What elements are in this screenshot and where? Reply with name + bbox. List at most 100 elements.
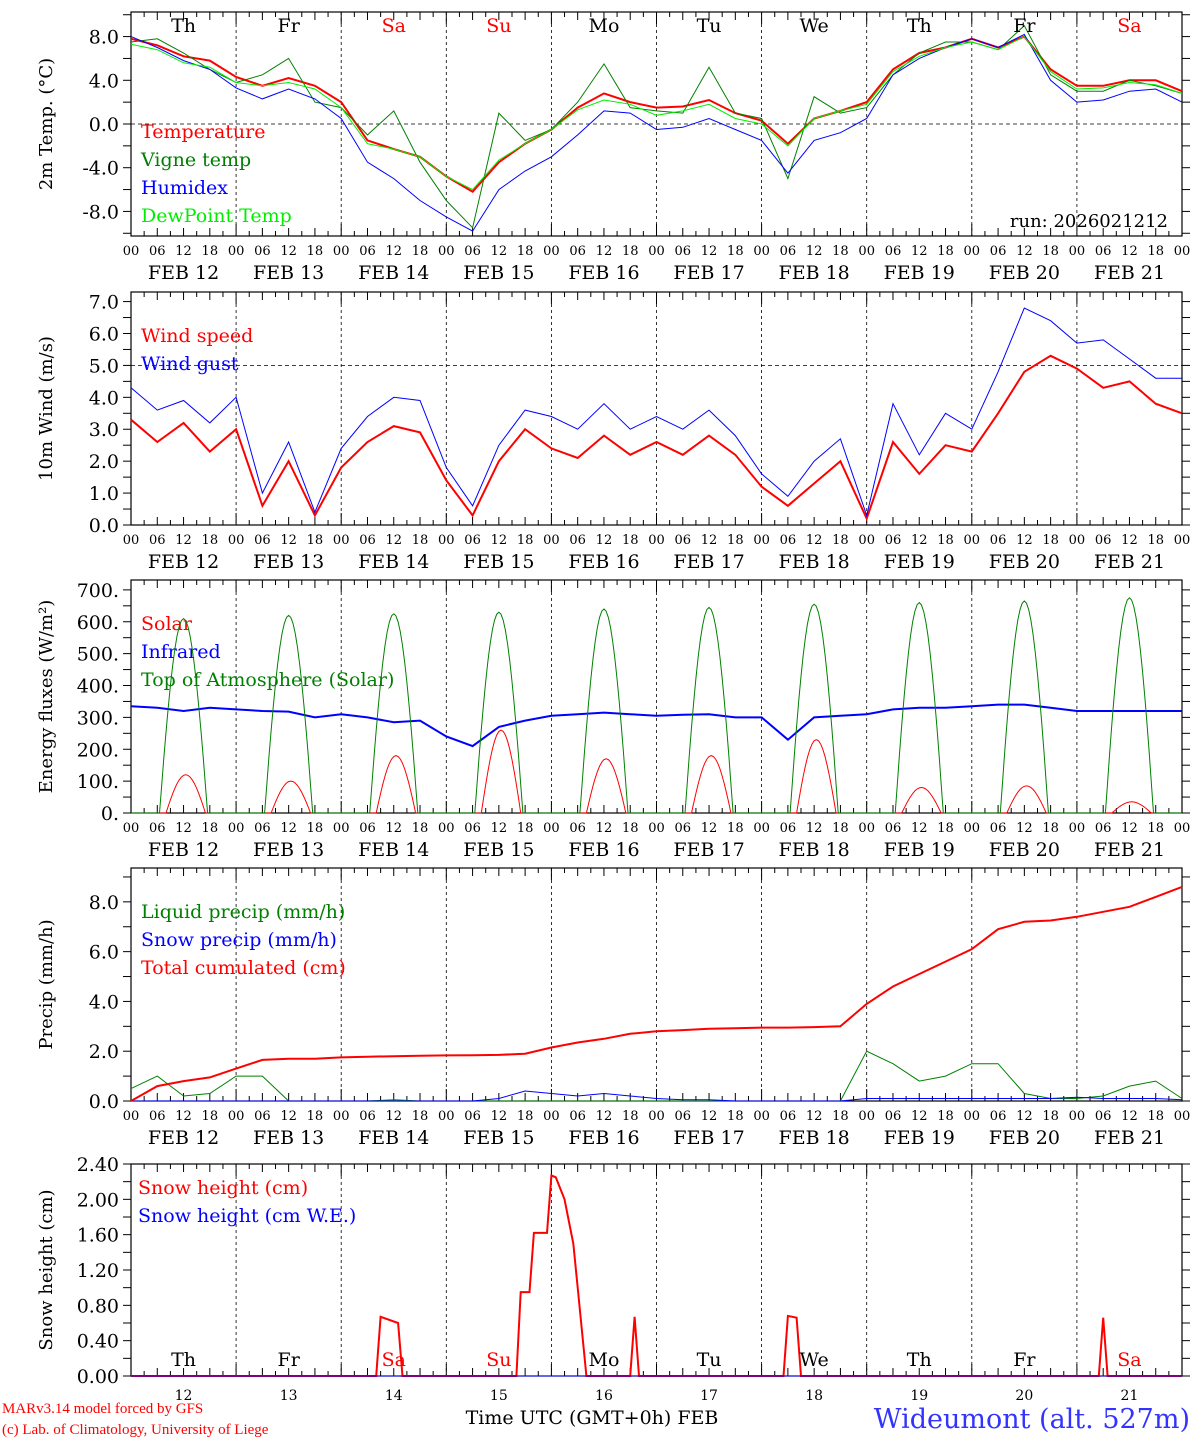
y-tick-label: 7.0 bbox=[89, 292, 119, 314]
x-tick-label: 18 bbox=[1147, 533, 1164, 548]
x-date-label: FEB 16 bbox=[568, 551, 639, 573]
x-tick-label: 00 bbox=[964, 533, 981, 548]
x-tick-label: 00 bbox=[1174, 244, 1191, 259]
x-tick-label: 12 bbox=[1016, 533, 1033, 548]
x-tick-label: 06 bbox=[569, 244, 586, 259]
x-tick-label: 00 bbox=[1069, 533, 1086, 548]
x-tick-label: 12 bbox=[175, 821, 192, 836]
y-tick-label: 0.0 bbox=[89, 114, 119, 136]
x-date-label: FEB 15 bbox=[463, 1127, 534, 1149]
x-tick-label: 18 bbox=[832, 244, 849, 259]
x-tick-label: 18 bbox=[937, 1109, 954, 1124]
series-line-infrared bbox=[130, 703, 1182, 748]
x-tick-label: 00 bbox=[648, 244, 665, 259]
day-name-label: Mo bbox=[588, 15, 619, 37]
x-tick-label: 06 bbox=[780, 1109, 797, 1124]
day-name-label: Tu bbox=[697, 1349, 722, 1371]
x-tick-label: 06 bbox=[254, 533, 271, 548]
x-day-number: 12 bbox=[175, 1388, 193, 1404]
x-tick-label: 06 bbox=[990, 244, 1007, 259]
x-tick-label: 00 bbox=[1174, 821, 1191, 836]
x-date-label: FEB 15 bbox=[463, 551, 534, 573]
x-tick-label: 12 bbox=[911, 821, 928, 836]
x-date-label: FEB 21 bbox=[1094, 262, 1165, 284]
x-tick-label: 00 bbox=[543, 533, 560, 548]
x-tick-label: 18 bbox=[1042, 533, 1059, 548]
x-date-label: FEB 21 bbox=[1094, 551, 1165, 573]
x-tick-label: 00 bbox=[1069, 244, 1086, 259]
x-date-label: FEB 14 bbox=[358, 262, 429, 284]
x-tick-label: 06 bbox=[464, 533, 481, 548]
x-tick-label: 18 bbox=[727, 244, 744, 259]
x-tick-label: 12 bbox=[491, 244, 508, 259]
x-tick-label: 18 bbox=[307, 1109, 324, 1124]
x-tick-label: 18 bbox=[937, 821, 954, 836]
day-name-label: We bbox=[800, 15, 829, 37]
legend-entry: Solar bbox=[141, 613, 193, 635]
x-tick-label: 18 bbox=[832, 533, 849, 548]
x-tick-label: 00 bbox=[228, 821, 245, 836]
x-tick-label: 18 bbox=[307, 244, 324, 259]
y-tick-label: 8.0 bbox=[89, 27, 119, 49]
x-date-label: FEB 21 bbox=[1094, 1127, 1165, 1149]
x-date-label: FEB 18 bbox=[779, 551, 850, 573]
y-tick-label: 0.0 bbox=[89, 515, 119, 537]
x-tick-label: 06 bbox=[569, 533, 586, 548]
x-tick-label: 12 bbox=[701, 821, 718, 836]
legend-entry: Top of Atmosphere (Solar) bbox=[141, 669, 394, 691]
x-tick-label: 12 bbox=[385, 1109, 402, 1124]
x-date-label: FEB 13 bbox=[253, 1127, 324, 1149]
x-tick-label: 06 bbox=[569, 821, 586, 836]
legend-entry: Wind speed bbox=[141, 325, 253, 347]
x-date-label: FEB 13 bbox=[253, 551, 324, 573]
day-name-label: Su bbox=[486, 15, 511, 37]
x-date-label: FEB 20 bbox=[989, 262, 1060, 284]
x-date-label: FEB 17 bbox=[673, 1127, 744, 1149]
x-tick-label: 06 bbox=[780, 533, 797, 548]
panel-4: 0.00 0.40 0.80 1.20 1.60 2.00 2.40 Snow height … bbox=[36, 1154, 1190, 1404]
x-tick-label: 00 bbox=[543, 244, 560, 259]
y-axis-label: 10m Wind (m/s) bbox=[36, 336, 57, 481]
x-tick-label: 18 bbox=[412, 821, 429, 836]
x-tick-label: 18 bbox=[412, 533, 429, 548]
x-tick-label: 00 bbox=[1174, 533, 1191, 548]
x-day-number: 18 bbox=[805, 1388, 823, 1404]
x-date-label: FEB 16 bbox=[568, 839, 639, 861]
x-tick-label: 06 bbox=[780, 244, 797, 259]
x-tick-label: 12 bbox=[806, 821, 823, 836]
x-tick-label: 00 bbox=[438, 244, 455, 259]
x-tick-label: 18 bbox=[1042, 1109, 1059, 1124]
y-tick-label: 1.0 bbox=[89, 483, 119, 505]
x-tick-label: 12 bbox=[806, 1109, 823, 1124]
x-axis-label: Time UTC (GMT+0h) FEB bbox=[466, 1407, 719, 1429]
x-tick-label: 12 bbox=[385, 821, 402, 836]
y-tick-label: 2.40 bbox=[77, 1154, 119, 1176]
x-tick-label: 06 bbox=[990, 821, 1007, 836]
lab-credit: (c) Lab. of Climatology, University of L… bbox=[2, 1422, 269, 1438]
legend-entry: Wind gust bbox=[141, 353, 239, 375]
x-date-label: FEB 16 bbox=[568, 1127, 639, 1149]
x-tick-label: 18 bbox=[622, 244, 639, 259]
x-tick-label: 06 bbox=[149, 821, 166, 836]
y-tick-label: 4.0 bbox=[89, 387, 119, 409]
x-tick-label: 12 bbox=[280, 244, 297, 259]
x-tick-label: 12 bbox=[911, 244, 928, 259]
x-tick-label: 06 bbox=[1095, 821, 1112, 836]
legend-entry: Snow height (cm W.E.) bbox=[138, 1205, 356, 1227]
day-name-label: Th bbox=[907, 1349, 932, 1371]
x-tick-label: 12 bbox=[596, 533, 613, 548]
day-name-label: Th bbox=[907, 15, 932, 37]
x-tick-label: 00 bbox=[648, 533, 665, 548]
x-date-label: FEB 19 bbox=[884, 839, 955, 861]
x-tick-label: 06 bbox=[569, 1109, 586, 1124]
x-tick-label: 12 bbox=[1016, 821, 1033, 836]
y-axis-label: Energy fluxes (W/m²) bbox=[36, 600, 57, 794]
x-tick-label: 00 bbox=[228, 244, 245, 259]
x-tick-label: 06 bbox=[464, 244, 481, 259]
day-name-label: Sa bbox=[382, 1349, 406, 1371]
x-tick-label: 12 bbox=[1121, 821, 1138, 836]
legend-entry: Snow height (cm) bbox=[138, 1177, 308, 1199]
x-tick-label: 18 bbox=[937, 244, 954, 259]
x-tick-label: 12 bbox=[596, 821, 613, 836]
x-tick-label: 06 bbox=[885, 533, 902, 548]
